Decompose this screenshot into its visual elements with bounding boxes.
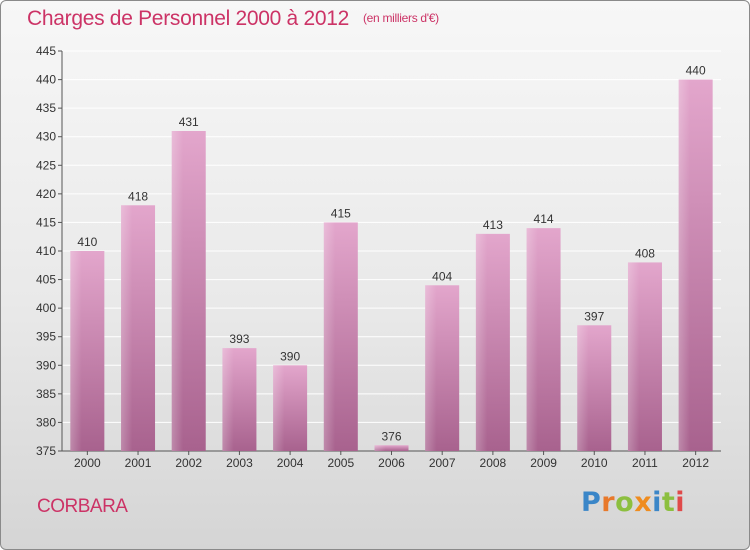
logo-letter: x (634, 487, 653, 518)
y-tick-label: 385 (36, 387, 56, 401)
bar-highlight (627, 262, 640, 451)
data-label: 390 (280, 349, 300, 363)
y-tick-label: 435 (36, 101, 56, 115)
chart-title: Charges de Personnel 2000 à 2012 (en mill… (27, 7, 439, 31)
y-tick-label: 395 (36, 330, 56, 344)
bar-highlight (526, 228, 538, 451)
data-label: 414 (534, 212, 554, 226)
data-label: 415 (331, 206, 351, 220)
y-tick-label: 415 (36, 215, 56, 229)
data-label: 410 (77, 235, 97, 249)
chart-subtitle: (en milliers d'€) (362, 11, 439, 25)
y-tick-label: 430 (36, 130, 56, 144)
y-tick-label: 410 (36, 244, 56, 258)
logo-letter: i (652, 487, 662, 518)
x-tick-label: 2010 (581, 456, 608, 470)
data-label: 440 (686, 64, 706, 78)
bar-highlight (121, 205, 133, 451)
proxiti-logo: Proxiti (581, 487, 685, 518)
bar-highlight (425, 285, 437, 451)
bar (374, 445, 409, 451)
x-tick-label: 2003 (226, 456, 253, 470)
logo-letter: i (675, 487, 686, 518)
data-label: 413 (483, 218, 503, 232)
y-tick-label: 390 (36, 358, 56, 372)
y-tick-label: 375 (36, 444, 56, 458)
bar-highlight (475, 233, 488, 451)
data-label: 376 (381, 429, 401, 443)
bar-highlight (577, 325, 589, 451)
bar-highlight (171, 131, 184, 451)
y-tick-label: 380 (36, 415, 56, 429)
y-tick-label: 440 (36, 73, 56, 87)
chart-title-text: Charges de Personnel 2000 à 2012 (27, 7, 349, 30)
bar-highlight (70, 251, 82, 451)
data-label: 431 (179, 115, 199, 129)
bar-highlight (323, 222, 336, 451)
x-tick-label: 2001 (125, 456, 152, 470)
x-tick-label: 2004 (277, 456, 304, 470)
x-tick-label: 2002 (175, 456, 202, 470)
data-label: 408 (635, 246, 655, 260)
x-tick-label: 2000 (74, 456, 101, 470)
logo-letter: t (661, 487, 676, 518)
y-tick-label: 425 (36, 158, 56, 172)
data-label: 397 (584, 309, 604, 323)
x-tick-label: 2011 (632, 456, 658, 470)
bar-highlight (273, 365, 285, 451)
bar-highlight (374, 445, 386, 451)
bar-highlight (222, 348, 234, 451)
x-tick-label: 2007 (429, 456, 456, 470)
y-tick-label: 405 (36, 273, 56, 287)
data-label: 404 (432, 269, 452, 283)
logo-letter: o (615, 487, 635, 518)
y-tick-label: 400 (36, 301, 56, 315)
logo-letter: P (581, 487, 602, 518)
x-tick-label: 2008 (480, 456, 507, 470)
data-label: 393 (229, 332, 249, 346)
y-tick-label: 445 (36, 44, 56, 58)
x-tick-label: 2009 (530, 456, 557, 470)
logo-letter: r (601, 487, 616, 518)
data-label: 418 (128, 189, 148, 203)
x-tick-label: 2012 (682, 456, 709, 470)
x-tick-label: 2006 (378, 456, 405, 470)
x-tick-label: 2005 (327, 456, 354, 470)
y-tick-label: 420 (36, 187, 56, 201)
bar-highlight (678, 79, 690, 452)
commune-name: CORBARA (37, 496, 128, 517)
